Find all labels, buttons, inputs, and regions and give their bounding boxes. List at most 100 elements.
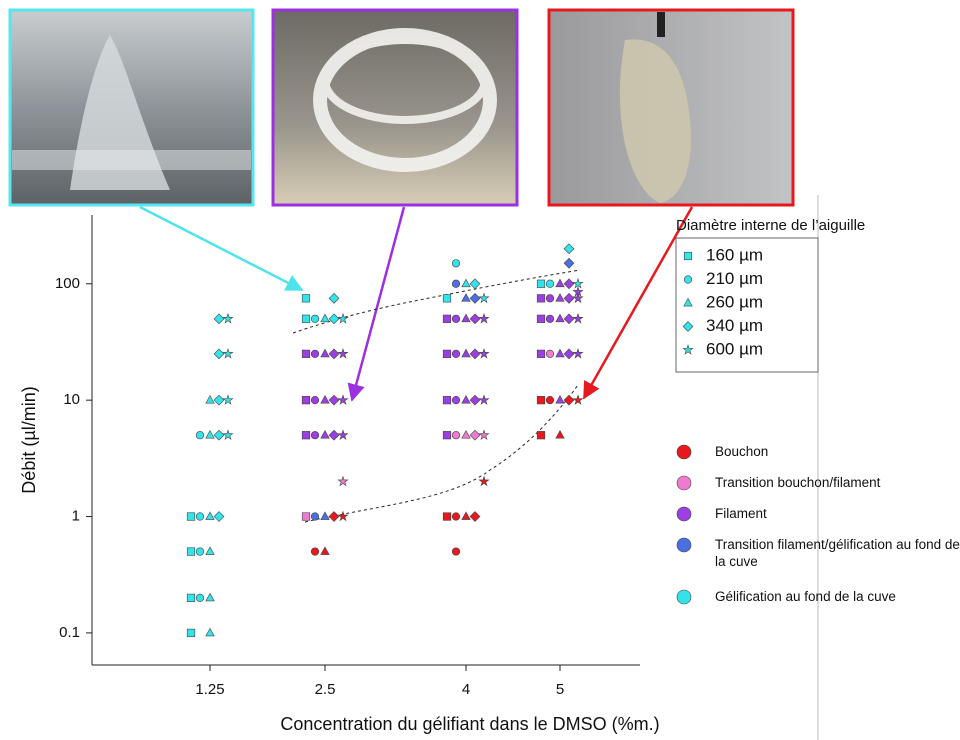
data-point	[301, 396, 311, 405]
data-point	[213, 394, 225, 406]
data-point	[461, 511, 471, 520]
legend-label: 600 µm	[706, 339, 763, 358]
data-point	[301, 314, 311, 323]
data-point	[469, 429, 481, 441]
state-legend-marker	[676, 475, 692, 491]
data-point	[451, 431, 461, 440]
state-legend-label: Transition bouchon/filament	[715, 475, 881, 490]
data-point	[555, 293, 565, 302]
y-tick-label: 10	[63, 391, 80, 408]
data-point	[478, 394, 490, 405]
data-point	[572, 277, 584, 289]
data-point	[310, 431, 320, 440]
state-legend-marker	[676, 506, 692, 522]
legend-marker	[683, 275, 693, 284]
data-point	[469, 292, 481, 304]
data-point	[442, 512, 452, 521]
data-point	[186, 628, 196, 638]
data-point	[461, 348, 471, 358]
data-point	[563, 243, 575, 255]
state-legend-label: Bouchon	[715, 444, 769, 459]
data-point	[572, 394, 584, 405]
state-legend-marker	[676, 537, 692, 553]
data-point	[478, 292, 490, 304]
data-point	[469, 511, 481, 522]
data-point	[545, 279, 555, 288]
data-point	[301, 431, 311, 440]
data-point	[545, 349, 555, 358]
trend-line	[304, 384, 579, 523]
data-point	[213, 429, 225, 441]
data-point	[320, 394, 330, 404]
data-point	[205, 394, 215, 404]
data-point	[545, 294, 555, 303]
legend-marker	[683, 297, 693, 307]
data-point	[328, 511, 340, 522]
data-point	[451, 314, 461, 323]
data-point	[337, 475, 349, 487]
photo-bouchon	[547, 8, 795, 207]
legend-label: 340 µm	[706, 316, 763, 335]
data-point	[186, 593, 196, 602]
x-tick-label: 5	[556, 681, 564, 698]
data-point	[213, 313, 225, 325]
data-point	[555, 430, 565, 439]
data-point	[310, 512, 320, 521]
data-point	[310, 547, 320, 556]
data-point	[213, 511, 225, 522]
state-legend-label: Filament	[715, 506, 767, 521]
data-point	[222, 347, 234, 359]
legend-marker	[682, 344, 694, 355]
data-point	[478, 312, 490, 324]
data-point	[328, 429, 340, 441]
data-point	[572, 292, 584, 304]
data-point	[536, 294, 546, 303]
data-point	[478, 429, 490, 440]
data-point	[301, 349, 311, 358]
data-point	[563, 292, 575, 304]
data-point	[222, 312, 234, 324]
data-point	[536, 279, 546, 288]
data-point	[555, 278, 565, 288]
legend-marker	[682, 321, 694, 332]
data-point	[328, 394, 340, 406]
legend-marker	[683, 251, 693, 261]
data-point	[195, 547, 205, 556]
legend-title: Diamètre interne de l’aiguille	[676, 217, 865, 234]
data-point	[563, 278, 575, 290]
data-point	[563, 394, 575, 406]
data-point	[545, 314, 555, 323]
y-tick-label: 100	[55, 275, 80, 292]
data-point	[205, 511, 215, 520]
y-axis-label: Débit (µl/min)	[19, 386, 39, 493]
data-point	[328, 313, 340, 325]
data-point	[461, 430, 471, 439]
data-point	[205, 592, 215, 602]
data-point	[555, 313, 565, 323]
data-point	[536, 431, 546, 440]
arrow	[347, 206, 406, 402]
data-point	[461, 278, 471, 288]
data-point	[186, 547, 196, 556]
data-point	[469, 313, 481, 325]
data-point	[337, 510, 349, 522]
data-point	[195, 512, 205, 521]
data-point	[555, 394, 565, 404]
trend-line	[292, 269, 581, 334]
data-point	[563, 313, 575, 325]
y-tick-label: 0.1	[59, 624, 80, 641]
photo-gelification	[8, 8, 255, 207]
data-point	[213, 348, 225, 360]
data-point	[461, 394, 471, 404]
x-axis-label: Concentration du gélifiant dans le DMSO …	[280, 714, 659, 734]
data-point	[461, 313, 471, 323]
data-point	[328, 348, 340, 360]
data-point	[301, 294, 311, 303]
data-point	[442, 314, 452, 323]
x-tick-label: 2.5	[315, 681, 336, 698]
data-point	[451, 512, 461, 521]
data-point	[451, 349, 461, 358]
data-point	[442, 294, 452, 303]
